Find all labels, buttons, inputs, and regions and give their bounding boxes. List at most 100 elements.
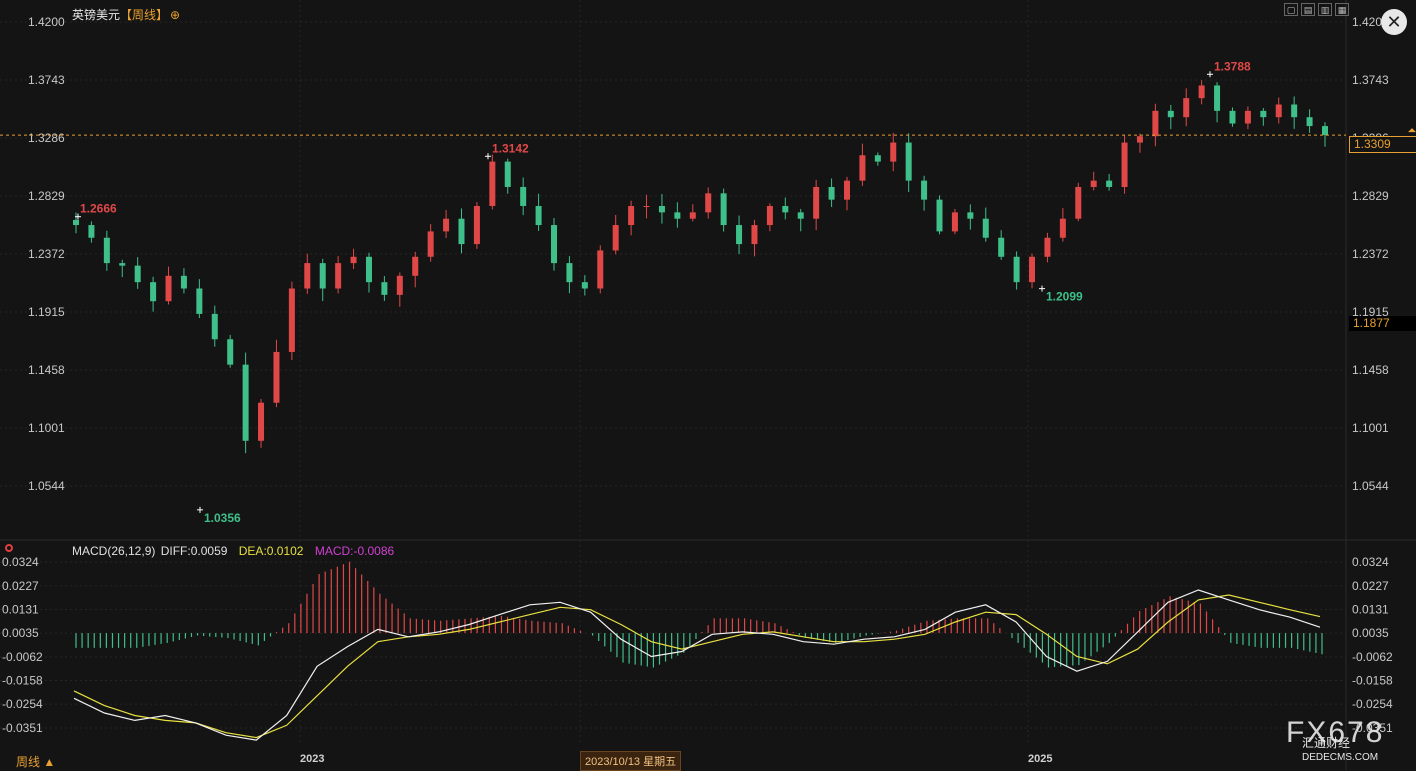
candle-body <box>1075 186 1082 219</box>
extreme-label-high: 1.3142 <box>492 141 529 155</box>
candle-body <box>489 161 496 207</box>
candle-body <box>689 212 696 219</box>
macd-dea-value: DEA:0.0102 <box>238 544 304 558</box>
candle-body <box>150 282 157 302</box>
price-tick-right: 1.0544 <box>1352 479 1389 493</box>
toolbar-button-4[interactable]: ▦ <box>1335 3 1349 16</box>
macd-macd-value: MACD:-0.0086 <box>314 544 395 558</box>
candle-body <box>350 256 357 264</box>
candle-body <box>797 212 804 219</box>
extreme-label-high: 1.3788 <box>1214 59 1251 73</box>
candle-body <box>1136 136 1143 143</box>
macd-header: MACD(26,12,9) DIFF:0.0059 DEA:0.0102 MAC… <box>72 544 394 558</box>
candle-body <box>951 212 958 232</box>
macd-tick-right: -0.0254 <box>1352 697 1393 711</box>
candle-body <box>412 256 419 276</box>
candle-body <box>720 193 727 226</box>
price-tick-left: 1.4200 <box>28 15 65 29</box>
toolbar-button-3[interactable]: ▥ <box>1318 3 1332 16</box>
candle-body <box>258 402 265 441</box>
watermark-logo: FX678 <box>1286 716 1385 749</box>
price-tick-right: 1.2829 <box>1352 189 1389 203</box>
candle-body <box>1121 142 1128 187</box>
macd-histogram <box>75 561 1323 668</box>
period-selector[interactable]: 周线 ▲ <box>16 755 56 769</box>
candle-body <box>921 180 928 200</box>
price-tick-right: 1.1458 <box>1352 363 1389 377</box>
candle-body <box>1059 218 1066 238</box>
instrument-name: 英镑美元 <box>72 8 121 22</box>
low-price-box: 1.1877 <box>1349 316 1416 331</box>
candle-body <box>859 155 866 181</box>
candle-body <box>165 275 172 302</box>
price-tick-left: 1.2829 <box>28 189 65 203</box>
candle-body <box>196 288 203 314</box>
candle-body <box>1322 126 1328 136</box>
extreme-label-high: 1.2666 <box>80 202 117 216</box>
extreme-label-low: 1.2099 <box>1046 290 1083 304</box>
price-tick-right: 1.2372 <box>1352 247 1389 261</box>
macd-tick-right: 0.0324 <box>1352 555 1389 569</box>
candle-body <box>458 218 465 245</box>
macd-diff-value: DIFF:0.0059 <box>160 544 228 558</box>
candle-body <box>736 225 743 245</box>
candle-body <box>1090 180 1097 187</box>
candle-body <box>1291 104 1298 118</box>
toolbar-button-1[interactable]: ▢ <box>1284 3 1298 16</box>
extreme-label-low: 1.0356 <box>204 511 241 525</box>
price-tick-right: 1.1001 <box>1352 421 1389 435</box>
candle-body <box>705 193 712 213</box>
price-tick-right: 1.1915 <box>1352 305 1389 319</box>
candle-body <box>73 219 79 226</box>
candle-body <box>581 282 588 289</box>
macd-tick-right: 0.0131 <box>1352 602 1389 616</box>
candle-body <box>504 161 511 187</box>
candle-body <box>1106 180 1113 187</box>
candle-body <box>535 206 542 226</box>
macd-tick-left: 0.0227 <box>2 579 39 593</box>
candle-body <box>443 218 450 232</box>
macd-tick-right: -0.0351 <box>1352 721 1393 735</box>
candle-body <box>103 237 110 264</box>
candle-body <box>119 263 126 266</box>
current-price-box: 1.3309 <box>1349 136 1416 153</box>
candle-body <box>288 288 295 352</box>
toolbar-button-2[interactable]: ▤ <box>1301 3 1315 16</box>
candle-body <box>273 351 280 403</box>
price-tick-left: 1.3286 <box>28 131 65 145</box>
candles <box>73 80 1328 454</box>
circle-plus-icon[interactable]: ⊕ <box>170 8 181 22</box>
candle-body <box>473 206 480 245</box>
candle-body <box>227 339 234 365</box>
price-tick-left: 1.3743 <box>28 73 65 87</box>
candle-body <box>936 199 943 232</box>
candle-body <box>551 225 558 264</box>
candle-body <box>1260 110 1267 118</box>
macd-tick-right: 0.0227 <box>1352 579 1389 593</box>
candle-body <box>1013 256 1020 283</box>
macd-tick-left: -0.0062 <box>2 650 43 664</box>
candle-body <box>1167 110 1174 118</box>
cursor-date-label: 2023/10/13 星期五 <box>580 751 682 771</box>
candle-body <box>134 265 141 283</box>
candle-body <box>628 206 635 226</box>
current-price-arrow <box>1408 128 1416 133</box>
watermark-site: DEDECMS.COM <box>1302 752 1379 763</box>
candle-body <box>674 212 681 219</box>
candle-body <box>211 313 218 340</box>
candle-body <box>1198 85 1205 99</box>
macd-tick-left: -0.0254 <box>2 697 43 711</box>
candle-body <box>566 263 573 283</box>
candle-body <box>998 237 1005 257</box>
year-label-2025: 2025 <box>1028 753 1053 765</box>
candle-body <box>520 186 527 207</box>
close-icon[interactable]: ✕ <box>1381 9 1407 35</box>
candle-body <box>890 142 897 162</box>
macd-settings-icon[interactable] <box>5 544 13 552</box>
macd-tick-right: -0.0158 <box>1352 674 1393 688</box>
candle-body <box>1183 98 1190 118</box>
macd-name: MACD(26,12,9) <box>72 544 156 558</box>
period-label[interactable]: 【周线】 <box>120 8 169 22</box>
price-tick-left: 1.1001 <box>28 421 65 435</box>
